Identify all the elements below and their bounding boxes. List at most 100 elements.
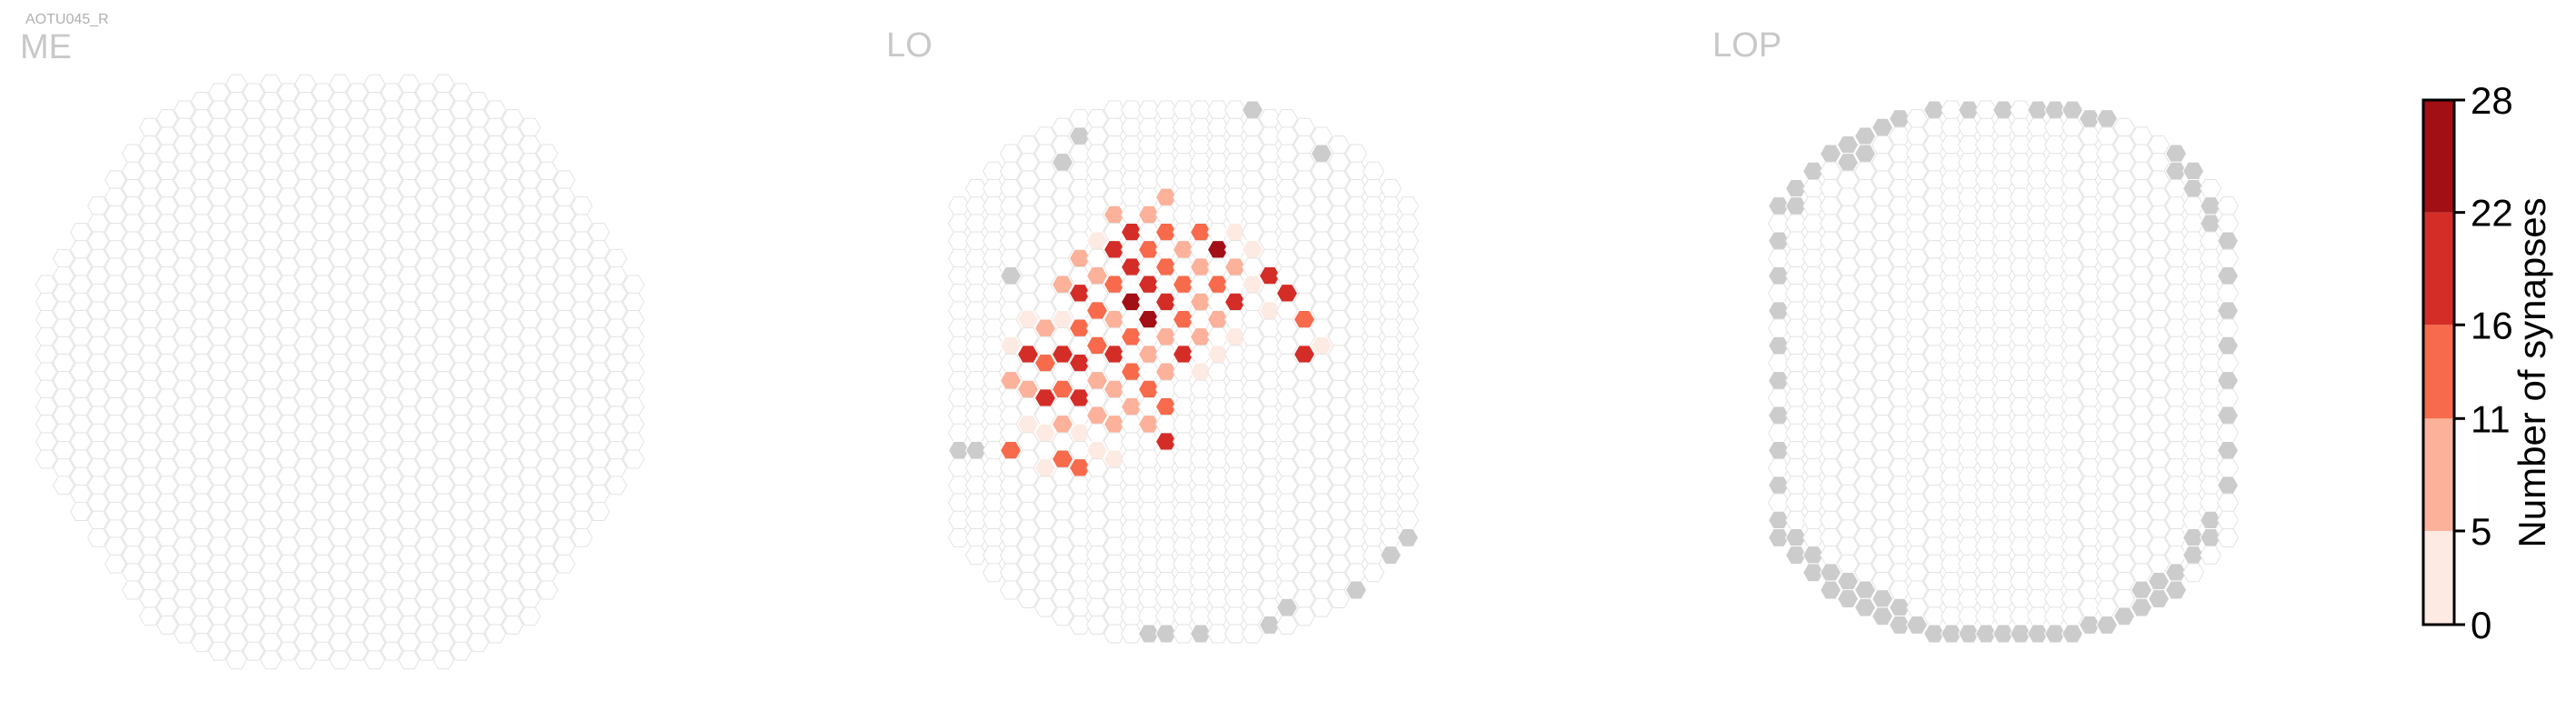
hex-cell (1905, 493, 1929, 513)
hex-cell (466, 580, 490, 600)
hex-cell (999, 284, 1023, 304)
hex-cell (449, 519, 473, 539)
hex-cell (69, 415, 93, 435)
hex-cell (1396, 318, 1420, 338)
hex-cell (553, 292, 576, 312)
hex-cell (1853, 388, 1877, 408)
hex-cell-synapse (1085, 301, 1109, 321)
hex-cell (1836, 396, 1860, 416)
hex-cell (2147, 396, 2171, 416)
hex-cell (190, 597, 214, 617)
hex-cell-synapse (1051, 275, 1074, 295)
hex-cell (328, 527, 352, 547)
hex-cell (397, 91, 421, 111)
hex-cell (1293, 432, 1316, 452)
hex-cell (432, 196, 455, 216)
hex-cell (1241, 379, 1264, 399)
hex-cell (207, 100, 231, 120)
hex-cell (1905, 476, 1929, 496)
hex-cell (173, 502, 196, 522)
hex-cell (2112, 275, 2136, 295)
hex-cell (121, 353, 145, 373)
hex-cell (2112, 415, 2136, 435)
hex-cell (466, 615, 490, 635)
hex-cell (1905, 265, 1929, 285)
hex-cell (1310, 161, 1333, 181)
hex-cell (155, 231, 179, 251)
hex-cell (1016, 362, 1040, 382)
hex-cell (2112, 222, 2136, 242)
hex-cell (207, 327, 231, 347)
hex-cell (397, 265, 421, 285)
hex-cell (1362, 563, 1385, 583)
hex-cell (1275, 563, 1299, 583)
hex-cell (52, 284, 75, 304)
hex-cell (397, 284, 421, 304)
hex-cell (1871, 554, 1894, 574)
hex-cell (1871, 484, 1894, 504)
hex-cell (2147, 170, 2171, 190)
hex-cell (121, 580, 145, 600)
hex-cell (449, 571, 473, 591)
hex-cell (1396, 231, 1420, 251)
hex-cell (259, 388, 283, 408)
hex-cell (501, 284, 524, 304)
hex-cell (2112, 466, 2136, 486)
hex-cell (1051, 292, 1074, 312)
hex-cell (207, 153, 231, 173)
hex-cell (104, 170, 127, 190)
hex-cell (414, 641, 438, 661)
hex-cell (155, 597, 179, 617)
hex-cell (535, 301, 559, 321)
hex-cell (1836, 257, 1860, 277)
hex-cell (311, 345, 334, 365)
hex-cell (449, 484, 473, 504)
hex-cell-gray (1836, 135, 1860, 155)
hex-cell (138, 484, 162, 504)
hex-cell (345, 362, 369, 382)
colorbar-segment (2423, 212, 2454, 325)
hex-cell (328, 265, 352, 285)
hex-cell (138, 362, 162, 382)
hex-cell (1362, 161, 1385, 181)
hex-cell (1836, 519, 1860, 539)
hex-cell (604, 301, 628, 321)
hex-cell (1836, 187, 1860, 207)
hex-cell (1327, 396, 1351, 416)
hex-cell (587, 292, 611, 312)
hex-cell (553, 275, 576, 295)
hex-cell (484, 327, 507, 347)
hex-cell (501, 109, 524, 129)
hex-cell-gray (1853, 144, 1877, 164)
hex-cell (604, 318, 628, 338)
hex-cell (1085, 353, 1109, 373)
colorbar-label: Number of synapses (2511, 197, 2553, 547)
hex-cell (397, 196, 421, 216)
hex-cell (2061, 309, 2084, 329)
hex-cell (155, 527, 179, 547)
hex-cell (2130, 318, 2153, 338)
hex-cell (397, 388, 421, 408)
hex-cell (2130, 214, 2153, 234)
hex-cell-gray (2147, 571, 2171, 591)
hex-cell (570, 265, 594, 285)
hex-cell (449, 415, 473, 435)
hex-cell (622, 449, 645, 469)
hex-cell (999, 388, 1023, 408)
hex-cell (1275, 196, 1299, 216)
hex-cell-gray (1802, 563, 1825, 583)
hex-cell (276, 205, 300, 225)
hex-cell (604, 458, 628, 478)
hex-cell (432, 301, 455, 321)
hex-cell (1275, 510, 1299, 530)
hex-cell (294, 493, 317, 513)
hex-cell (363, 615, 386, 635)
hex-cell (104, 187, 127, 207)
hex-cell (1033, 265, 1057, 285)
hex-cell (276, 275, 300, 295)
hex-cell (363, 476, 386, 496)
hex-cell (155, 371, 179, 391)
hex-cell (397, 231, 421, 251)
hex-cell (1016, 571, 1040, 591)
hex-cell (1396, 196, 1420, 216)
